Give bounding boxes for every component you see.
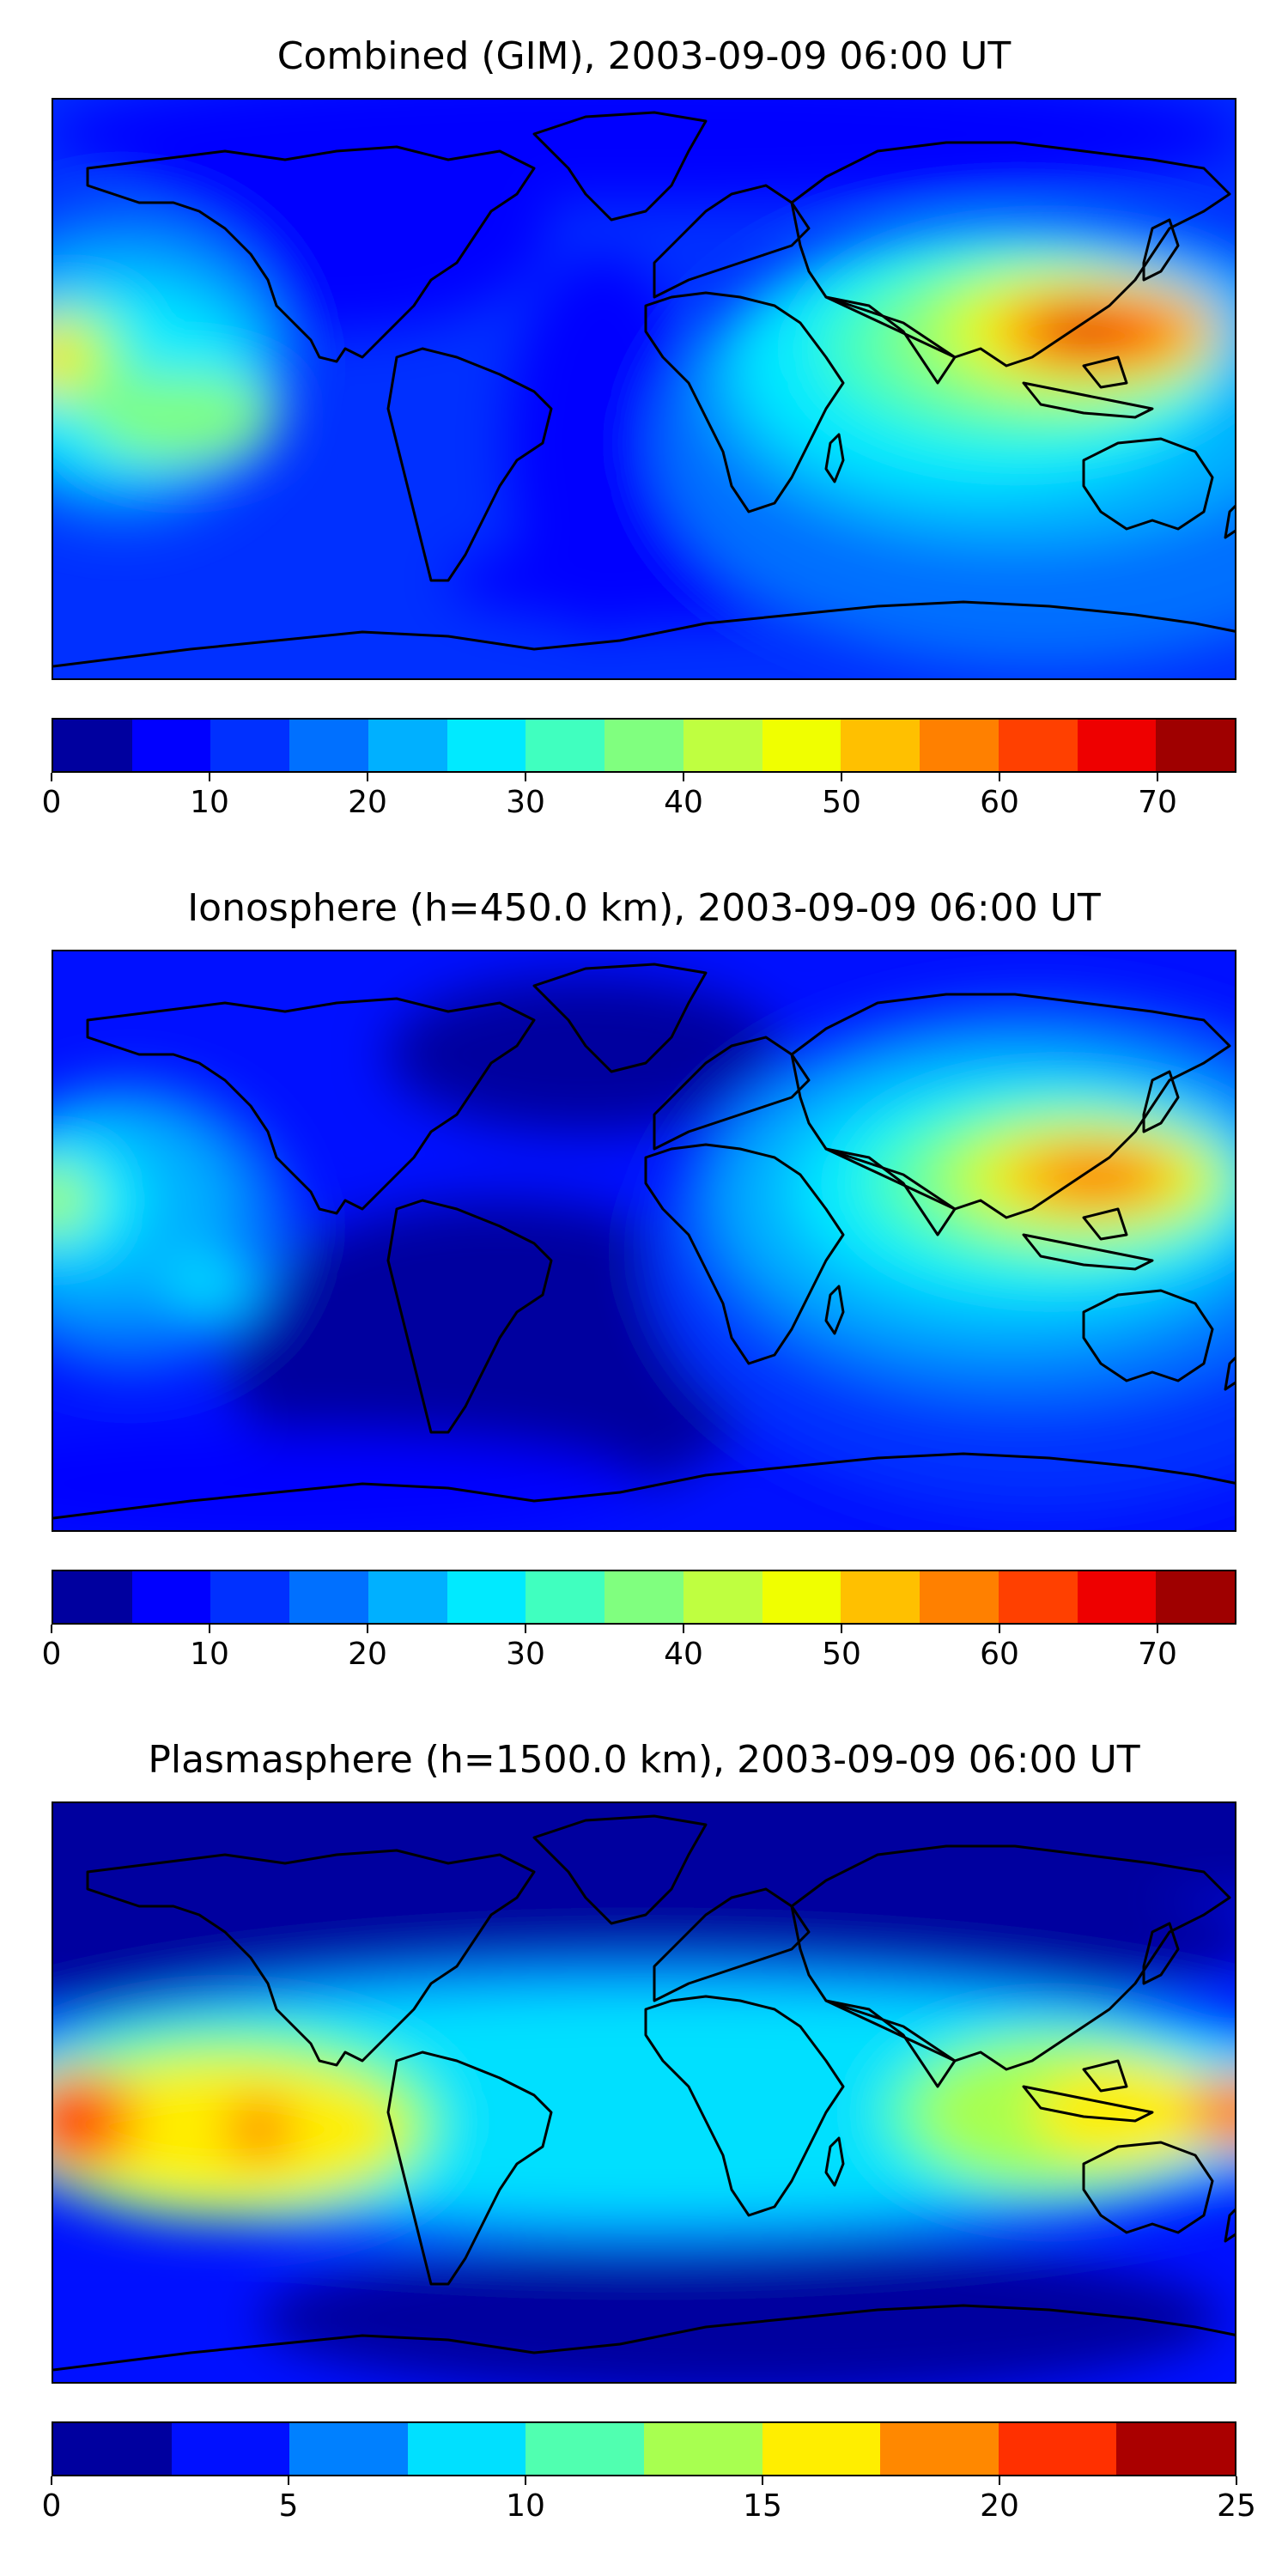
panel-1-colorbar-tick (209, 773, 210, 781)
panel-1-colorbar-segment (368, 720, 447, 771)
panel-1-colorbar (52, 718, 1236, 773)
panel-1-colorbar-segment (1156, 720, 1236, 771)
panel-2-colorbar-tick-label: 40 (664, 1637, 703, 1672)
panel-3-contour-map (53, 1803, 1235, 2382)
panel-2-colorbar-segment (526, 1571, 605, 1623)
panel-3-colorbar-tick-label: 5 (278, 2488, 299, 2524)
panel-3-colorbar-segment (53, 2423, 172, 2475)
panel-3-colorbar-segment (407, 2423, 526, 2475)
panel-2-colorbar (52, 1570, 1236, 1625)
panel-2-contour-map (53, 951, 1235, 1530)
panel-2-colorbar-tick-label: 0 (41, 1637, 62, 1672)
panel-2-colorbar-segment (920, 1571, 999, 1623)
panel-2-colorbar-tick (51, 1625, 52, 1633)
panel-1-colorbar-segment (53, 720, 132, 771)
panel-2-colorbar-tick (209, 1625, 210, 1633)
panel-3-colorbar (52, 2421, 1236, 2476)
panel-1-colorbar-tick-label: 0 (41, 785, 62, 820)
panel-1-colorbar-tick (841, 773, 842, 781)
panel-1-colorbar-segment (210, 720, 290, 771)
panel-2-colorbar-segment (53, 1571, 132, 1623)
panel-3-colorbar-tick-label: 15 (743, 2488, 782, 2524)
panel-2-title: Ionosphere (h=450.0 km), 2003-09-09 06:0… (187, 886, 1101, 930)
panel-1-colorbar-segment (526, 720, 605, 771)
panel-1-title: Combined (GIM), 2003-09-09 06:00 UT (276, 34, 1012, 78)
panel-1-colorbar-tick (525, 773, 526, 781)
panel-2-colorbar-tick (999, 1625, 1000, 1633)
panel-3-colorbar-tick-label: 0 (41, 2488, 62, 2524)
panel-1-contour-map (53, 100, 1235, 678)
panel-1-colorbar-tick-label: 50 (822, 785, 861, 820)
panel-3-colorbar-tick-label: 20 (980, 2488, 1019, 2524)
panel-2-map (52, 950, 1236, 1532)
panel-2-colorbar-segment (1156, 1571, 1236, 1623)
panel-1-map (52, 98, 1236, 680)
panel-2-colorbar-tick (525, 1625, 526, 1633)
panel-1-colorbar-segment (1077, 720, 1157, 771)
panel-3-colorbar-tick-label: 10 (506, 2488, 545, 2524)
panel-3-colorbar-segment (171, 2423, 290, 2475)
panel-1-colorbar-tick-label: 30 (506, 785, 545, 820)
panel-3-colorbar-tick-label: 25 (1217, 2488, 1256, 2524)
panel-2-colorbar-segment (368, 1571, 447, 1623)
panel-2-colorbar-tick (683, 1625, 684, 1633)
panel-3-colorbar-tick (999, 2476, 1000, 2485)
panel-1-colorbar-tick (1157, 773, 1158, 781)
panel-2-colorbar-tick-label: 70 (1138, 1637, 1177, 1672)
panel-2-colorbar-tick-label: 30 (506, 1637, 545, 1672)
panel-3-map (52, 1801, 1236, 2384)
panel-1-colorbar-ticks: 0 10 20 30 40 50 60 70 (42, 773, 1236, 824)
panel-2-colorbar-segment (131, 1571, 211, 1623)
panel-3-colorbar-segment (998, 2423, 1117, 2475)
panel-3-colorbar-tick (1236, 2476, 1237, 2485)
panel-2-colorbar-segment (447, 1571, 526, 1623)
panel-2-colorbar-ticks: 0 10 20 30 40 50 60 70 (42, 1625, 1236, 1676)
panel-3-colorbar-tick (525, 2476, 526, 2485)
panel-2-colorbar-tick-label: 10 (190, 1637, 229, 1672)
panel-3-colorbar-segment (643, 2423, 762, 2475)
panel-1-colorbar-segment (762, 720, 841, 771)
panel-2-colorbar-tick-label: 20 (348, 1637, 387, 1672)
panel-1-colorbar-tick (999, 773, 1000, 781)
panel-2-colorbar-segment (1077, 1571, 1157, 1623)
panel-3-colorbar-tick (288, 2476, 289, 2485)
panel-2-colorbar-segment (762, 1571, 841, 1623)
panel-1-colorbar-segment (920, 720, 999, 771)
panel-2-colorbar-tick-label: 50 (822, 1637, 861, 1672)
panel-3-colorbar-segment (526, 2423, 644, 2475)
panel-1-colorbar-tick (367, 773, 368, 781)
panel-1-colorbar-segment (998, 720, 1078, 771)
panel-1-colorbar-tick-label: 40 (664, 785, 703, 820)
panel-1-colorbar-tick (683, 773, 684, 781)
panel-3-colorbar-segment (289, 2423, 408, 2475)
panel-2-colorbar-tick-label: 60 (980, 1637, 1019, 1672)
panel-2-colorbar-segment (210, 1571, 290, 1623)
panel-3-colorbar-segment (880, 2423, 999, 2475)
panel-2-colorbar-segment (289, 1571, 368, 1623)
panel-2-colorbar-segment (683, 1571, 762, 1623)
panel-2-colorbar-tick (841, 1625, 842, 1633)
panel-1-colorbar-segment (683, 720, 762, 771)
panel-2-colorbar-segment (998, 1571, 1078, 1623)
panel-1-colorbar-tick-label: 60 (980, 785, 1019, 820)
panel-2-colorbar-segment (605, 1571, 683, 1623)
panel-2-colorbar-tick (367, 1625, 368, 1633)
panel-1-colorbar-tick-label: 20 (348, 785, 387, 820)
panel-1-colorbar-segment (605, 720, 683, 771)
panel-3-colorbar-tick (51, 2476, 52, 2485)
panel-3-colorbar-segment (762, 2423, 881, 2475)
panel-2-colorbar-tick (1157, 1625, 1158, 1633)
panel-3-colorbar-tick (762, 2476, 763, 2485)
panel-1-colorbar-tick (51, 773, 52, 781)
panel-3-title: Plasmasphere (h=1500.0 km), 2003-09-09 0… (148, 1738, 1140, 1782)
panel-1-colorbar-tick-label: 10 (190, 785, 229, 820)
panel-1-colorbar-segment (447, 720, 526, 771)
panel-1-colorbar-segment (841, 720, 920, 771)
panel-1-colorbar-segment (131, 720, 211, 771)
panel-3-colorbar-segment (1116, 2423, 1235, 2475)
panel-3-colorbar-ticks: 0 5 10 15 20 25 (42, 2476, 1256, 2528)
panel-1-colorbar-tick-label: 70 (1138, 785, 1177, 820)
panel-1-colorbar-segment (289, 720, 368, 771)
panel-2-colorbar-segment (841, 1571, 920, 1623)
